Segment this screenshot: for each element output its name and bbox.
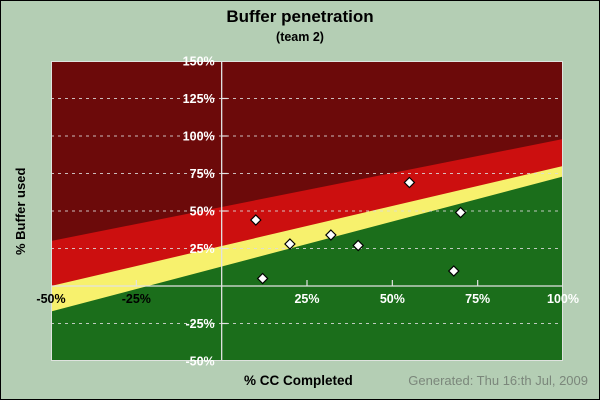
- zone-green-ok: [51, 176, 563, 361]
- data-point-marker: [325, 229, 337, 241]
- x-tick-label: 75%: [465, 292, 490, 306]
- y-tick-label: 50%: [190, 205, 215, 219]
- y-tick-label: 75%: [190, 167, 215, 181]
- data-point-marker: [256, 272, 269, 285]
- data-point-marker: [454, 206, 467, 219]
- y-tick-label: 125%: [183, 92, 215, 106]
- y-tick-label: -25%: [185, 317, 214, 331]
- x-axis-title: % CC Completed: [244, 373, 353, 388]
- x-tick-label: 25%: [294, 292, 319, 306]
- chart-subtitle: (team 2): [276, 30, 324, 44]
- x-tick-label: 50%: [380, 292, 405, 306]
- plot-svg: 150% 125% 100% 75% 50% 25% -25% -50% -50% -25% 25%…: [36, 55, 579, 369]
- x-tick-label: -25%: [122, 292, 151, 306]
- x-tick-label: -50%: [36, 292, 65, 306]
- chart-title: Buffer penetration: [226, 7, 374, 26]
- x-tick-label: 100%: [547, 292, 579, 306]
- data-point-marker: [403, 176, 416, 189]
- y-axis-title: % Buffer used: [13, 167, 28, 255]
- data-point-marker: [447, 265, 460, 277]
- data-point-marker: [284, 238, 296, 250]
- plot-area: 150% 125% 100% 75% 50% 25% -25% -50% -50% -25% 25%…: [36, 55, 579, 369]
- y-tick-label: 150%: [183, 55, 215, 69]
- generated-timestamp: Generated: Thu 16:th Jul, 2009: [408, 373, 588, 388]
- data-point-marker: [352, 239, 365, 252]
- plot-border: [51, 61, 563, 361]
- y-tick-label: -50%: [185, 355, 214, 369]
- y-tick-label: 100%: [183, 130, 215, 144]
- y-tick-label: 25%: [190, 242, 215, 256]
- data-point-marker: [249, 214, 262, 226]
